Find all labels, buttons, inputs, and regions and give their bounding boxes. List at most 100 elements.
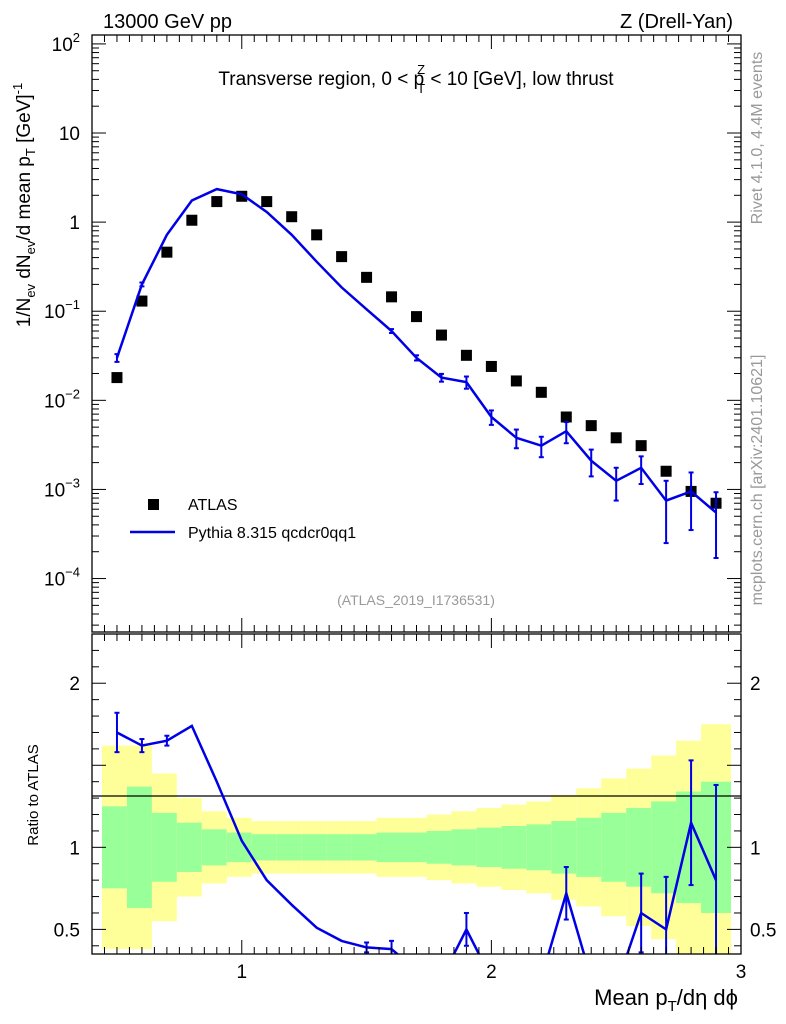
main-y-tick-label: 10 xyxy=(59,124,80,145)
atlas-data-point xyxy=(186,214,198,226)
ratio-inner-band-bin xyxy=(476,827,502,868)
main-y-tick-label: 10−3 xyxy=(44,475,80,501)
atlas-data-point xyxy=(386,291,398,303)
ylabel-sub-ev-2: ev xyxy=(23,240,38,254)
ratio-inner-band-bin xyxy=(351,834,377,861)
x-tick-label: 3 xyxy=(736,962,747,983)
atlas-data-point xyxy=(411,311,422,323)
ratio-inner-band-bin xyxy=(126,786,152,909)
atlas-data-point xyxy=(610,432,622,444)
ratio-inner-band-bin xyxy=(576,817,602,877)
atlas-data-point xyxy=(435,329,447,341)
title-superscript: Z xyxy=(417,62,425,77)
ratio-x-axis-ticks: 1 2 3 xyxy=(91,634,747,983)
xlabel-mean-p: Mean p xyxy=(594,985,667,1010)
ratio-inner-band-bin xyxy=(526,824,552,871)
atlas-data-point xyxy=(286,211,298,223)
ratio-inner-band-bin xyxy=(676,791,702,904)
mcplots-source-label: mcplots.cern.ch [arXiv:2401.10621] xyxy=(749,355,766,606)
ratio-inner-band-bin xyxy=(551,821,577,874)
header-process-label: Z (Drell-Yan) xyxy=(620,11,733,33)
main-atlas-series xyxy=(111,190,722,509)
ratio-y-tick-label-right: 2 xyxy=(750,674,761,695)
ratio-mc-line xyxy=(116,724,718,954)
ratio-y-tick-label-right: 0.5 xyxy=(750,920,776,941)
ylabel-sub-ev-1: ev xyxy=(23,283,38,297)
ratio-inner-band-bin xyxy=(376,832,402,863)
ratio-inner-band-bin xyxy=(501,826,527,869)
analysis-watermark: (ATLAS_2019_I1736531) xyxy=(337,592,495,608)
atlas-data-point xyxy=(660,465,672,477)
ylabel-part-mean: /d mean p xyxy=(14,156,35,241)
ylabel-sub-t: T xyxy=(23,148,38,156)
legend-mc-label: Pythia 8.315 qcdcr0qq1 xyxy=(188,525,356,542)
atlas-data-point xyxy=(460,349,472,361)
title-main: Transverse region, 0 < p xyxy=(218,69,424,90)
ratio-inner-band-bin xyxy=(251,834,277,861)
atlas-data-point xyxy=(261,196,273,208)
atlas-data-point xyxy=(161,246,173,258)
atlas-data-point xyxy=(361,271,373,283)
main-y-tick-label: 102 xyxy=(52,30,80,56)
rivet-version-label: Rivet 4.1.0, 4.4M events xyxy=(749,52,766,225)
ratio-y-axis-ticks: 2 2 1 1 0.5 0.5 xyxy=(54,649,776,947)
ratio-y-tick-label-left: 2 xyxy=(69,674,80,695)
ratio-inner-band-bin xyxy=(301,834,327,861)
ylabel-part-norm: 1/N xyxy=(14,298,35,328)
xlabel-sub-t: T xyxy=(668,998,677,1015)
ratio-inner-band-bin xyxy=(326,834,352,861)
ylabel-part-dn: dN xyxy=(14,254,35,284)
ratio-inner-band-bin xyxy=(651,801,677,894)
ratio-y-tick-label-right: 1 xyxy=(750,838,761,859)
ratio-inner-band-bin xyxy=(601,812,627,882)
main-y-tick-label: 10−4 xyxy=(44,565,80,591)
plot-title: Transverse region, 0 < pZ T < 10 [GeV], l… xyxy=(218,62,614,96)
x-axis-label: Mean pT/dη dϕ xyxy=(594,985,738,1015)
ratio-inner-band-bin xyxy=(626,807,652,887)
atlas-data-point xyxy=(635,440,647,452)
ratio-y-tick-label-left: 1 xyxy=(69,838,80,859)
title-subscript: T xyxy=(417,81,425,96)
main-mc-series xyxy=(114,187,719,560)
ratio-inner-band-bin xyxy=(176,822,202,872)
atlas-data-point xyxy=(485,360,497,372)
ratio-inner-band-bin xyxy=(201,829,227,866)
main-y-tick-label: 1 xyxy=(69,213,80,234)
ratio-inner-band-bin xyxy=(426,830,452,864)
atlas-data-point xyxy=(111,372,123,384)
atlas-data-point xyxy=(535,386,547,398)
ratio-inner-band-bin xyxy=(151,812,177,882)
main-y-axis-label: 1/Nev dNev/d mean pT [GeV]-1 xyxy=(10,83,38,328)
main-y-tick-label: 10−2 xyxy=(44,386,80,412)
ratio-y-tick-label-left: 0.5 xyxy=(54,920,80,941)
main-mc-line xyxy=(115,187,717,514)
header-collision-label: 13000 GeV pp xyxy=(103,11,232,33)
ratio-uncertainty-bands xyxy=(101,724,732,954)
main-y-tick-label: 10−1 xyxy=(44,297,80,323)
atlas-data-point xyxy=(585,420,597,432)
atlas-data-point xyxy=(236,190,248,202)
ratio-y-axis-label: Ratio to ATLAS xyxy=(25,744,42,845)
atlas-data-point xyxy=(311,229,323,241)
ratio-inner-band-bin xyxy=(276,834,302,861)
main-y-axis-ticks: 102 10 1 10−1 10−2 10−3 10−4 xyxy=(44,30,741,626)
main-x-axis-ticks xyxy=(91,35,742,632)
xlabel-deta-dphi: /dη dϕ xyxy=(677,985,738,1010)
ratio-inner-band-bin xyxy=(101,806,127,889)
atlas-data-point xyxy=(560,411,572,423)
ratio-inner-band-bin xyxy=(451,829,477,866)
ylabel-part-unit: [GeV] xyxy=(14,94,35,148)
atlas-data-point xyxy=(510,375,522,387)
x-tick-label: 1 xyxy=(236,962,247,983)
ratio-inner-band-bin xyxy=(401,832,427,863)
x-tick-label: 2 xyxy=(486,962,497,983)
atlas-data-point xyxy=(336,251,348,263)
main-plot-frame xyxy=(91,34,742,633)
legend-atlas-label: ATLAS xyxy=(188,497,238,514)
legend-atlas-marker xyxy=(148,499,159,510)
atlas-data-point xyxy=(136,295,148,307)
title-tail: < 10 [GeV], low thrust xyxy=(425,69,614,90)
atlas-data-point xyxy=(211,196,223,208)
ylabel-sup-minus1: -1 xyxy=(10,83,25,95)
